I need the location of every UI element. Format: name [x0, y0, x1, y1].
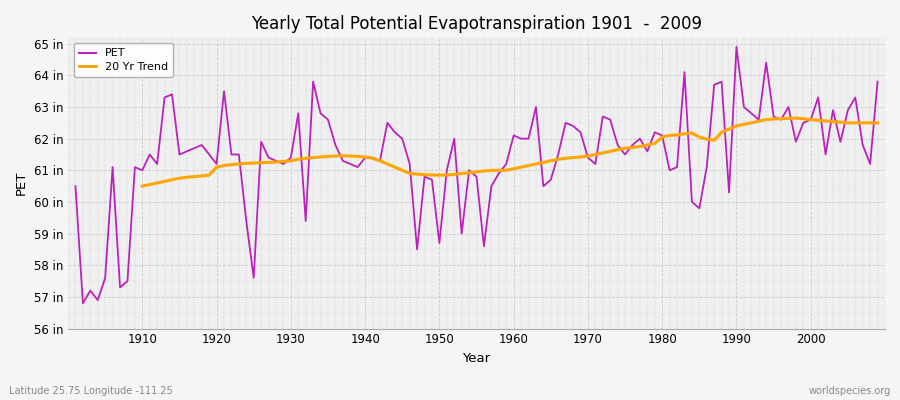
- Y-axis label: PET: PET: [15, 171, 28, 195]
- X-axis label: Year: Year: [463, 352, 491, 365]
- Legend: PET, 20 Yr Trend: PET, 20 Yr Trend: [74, 43, 174, 77]
- Title: Yearly Total Potential Evapotranspiration 1901  -  2009: Yearly Total Potential Evapotranspiratio…: [251, 15, 702, 33]
- Text: worldspecies.org: worldspecies.org: [809, 386, 891, 396]
- Text: Latitude 25.75 Longitude -111.25: Latitude 25.75 Longitude -111.25: [9, 386, 173, 396]
